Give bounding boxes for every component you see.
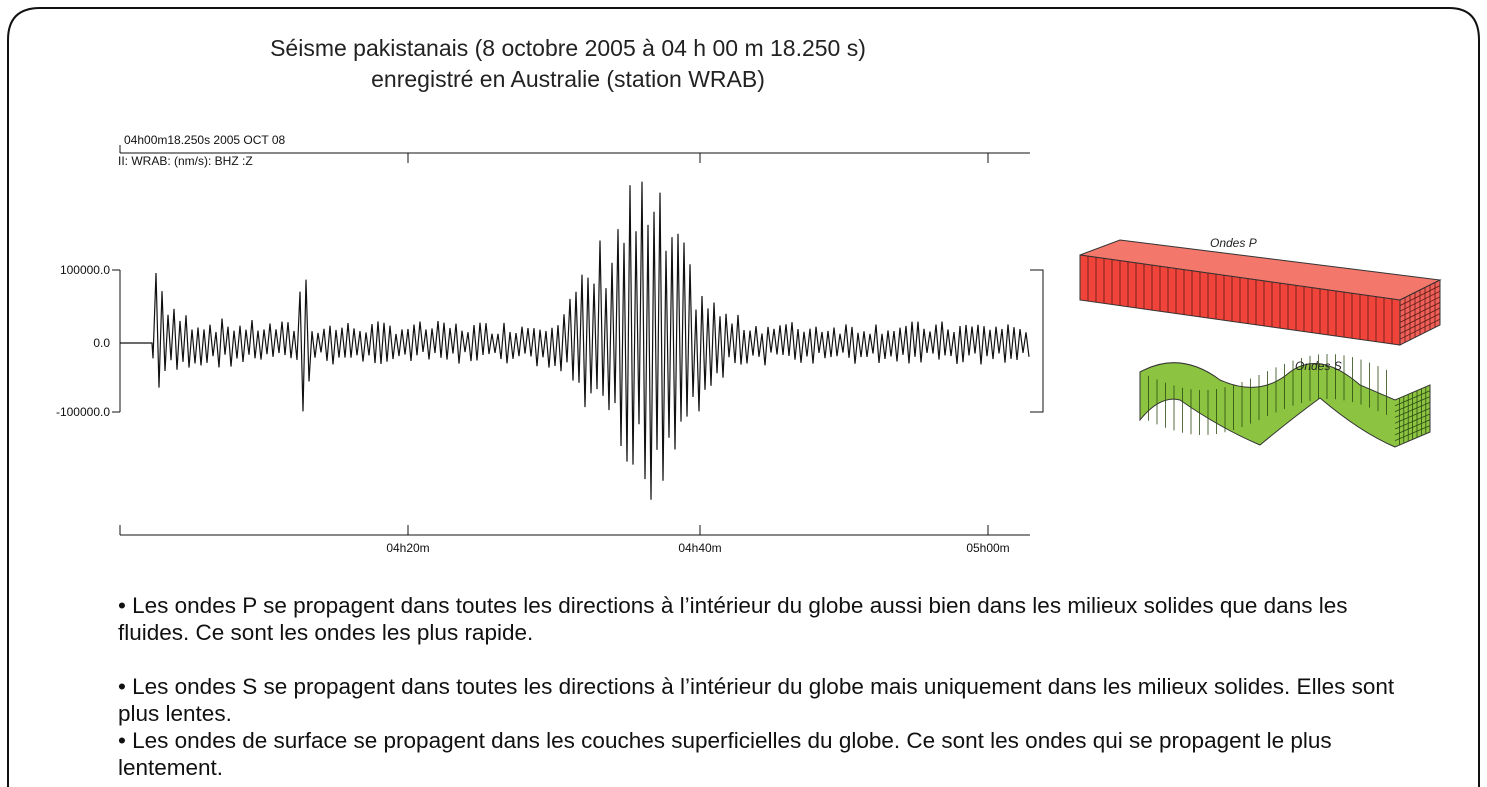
y-label: 0.0 xyxy=(93,336,110,350)
page: Séisme pakistanais (8 octobre 2005 à 04 … xyxy=(0,0,1487,787)
bracket xyxy=(1030,270,1043,412)
figure-label: Ondes S xyxy=(1295,359,1342,373)
y-label: -100000.0 xyxy=(56,405,110,419)
header: 04h00m18.250s 2005 OCT 08 xyxy=(124,133,286,147)
title-line: enregistré en Australie (station WRAB) xyxy=(371,66,765,92)
bullet: • Les ondes P se propagent dans toutes l… xyxy=(118,592,1408,646)
x-label: 04h20m xyxy=(386,541,429,555)
header: II: WRAB: (nm/s): BHZ :Z xyxy=(118,154,253,168)
x-label: 05h00m xyxy=(966,541,1009,555)
bullet: • Les ondes S se propagent dans toutes l… xyxy=(118,673,1408,727)
bullet: • Les ondes de surface se propagent dans… xyxy=(118,727,1408,781)
waveform xyxy=(120,182,1029,500)
seismogram: 04h00m18.250s 2005 OCT 08 II: WRAB: (nm/… xyxy=(56,133,1043,555)
x-label: 04h40m xyxy=(678,541,721,555)
title-line: Séisme pakistanais (8 octobre 2005 à 04 … xyxy=(270,35,866,61)
wave-blocks: Ondes P Ondes S xyxy=(1080,236,1440,447)
slide: Séisme pakistanais (8 octobre 2005 à 04 … xyxy=(0,0,1487,787)
y-label: 100000.0 xyxy=(60,263,110,277)
figure-label: Ondes P xyxy=(1210,236,1257,250)
